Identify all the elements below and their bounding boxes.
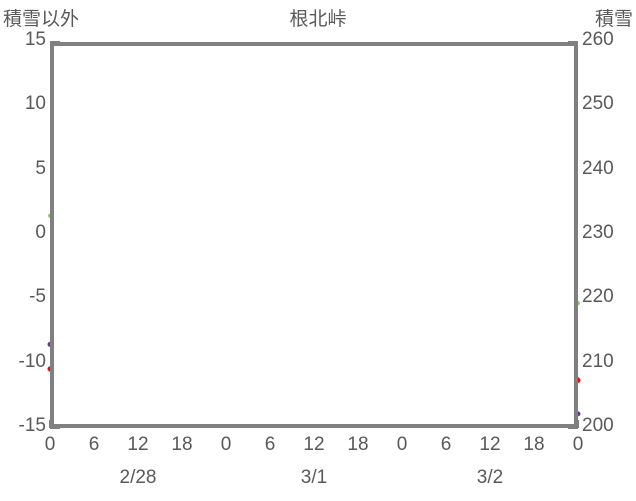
y-tick-label-right: 220 [582,286,614,308]
y-tick-label-right: 210 [582,350,614,372]
y-tick-label-right: 200 [582,415,614,436]
y-tick-label-left: -5 [29,286,46,308]
left-axis-title: 積雪以外 [3,9,80,30]
x-day-label: 2/28 [119,467,157,488]
x-tick-label: 6 [440,434,452,455]
y-tick-label-right: 260 [582,29,614,50]
x-tick-label: 12 [303,434,325,455]
plot-frame [50,42,578,428]
y-tick-label-left: 5 [35,157,46,179]
y-tick-label-left: 10 [24,93,46,115]
x-tick-label: 0 [396,434,408,455]
y-tick-label-left: 15 [24,29,46,50]
chart-title: 根北峠 [289,9,347,30]
plot-area: 15 10 5 0 -5 -10 -15 260 250 240 230 220 210 200 0 6 1… [19,29,614,488]
x-tick-label: 0 [44,434,56,455]
x-tick-label: 12 [479,434,501,455]
x-tick-label: 6 [88,434,100,455]
x-tick-label: 18 [171,434,193,455]
x-day-label: 3/2 [476,467,504,488]
y-tick-label-left: -10 [18,350,46,372]
x-tick-label: 6 [264,434,276,455]
y-tick-label-right: 250 [582,93,614,115]
x-tick-label: 0 [220,434,232,455]
y-tick-label-right: 230 [582,222,614,243]
y-tick-label-left: 0 [35,222,46,243]
x-tick-label: 12 [127,434,149,455]
x-tick-label: 0 [572,434,584,455]
y-tick-label-right: 240 [582,157,614,179]
x-tick-label: 18 [523,434,545,455]
x-day-label: 3/1 [300,467,328,488]
right-axis-title: 積雪 [594,9,633,30]
x-tick-label: 18 [347,434,369,455]
y-tick-label-left: -15 [18,415,46,436]
